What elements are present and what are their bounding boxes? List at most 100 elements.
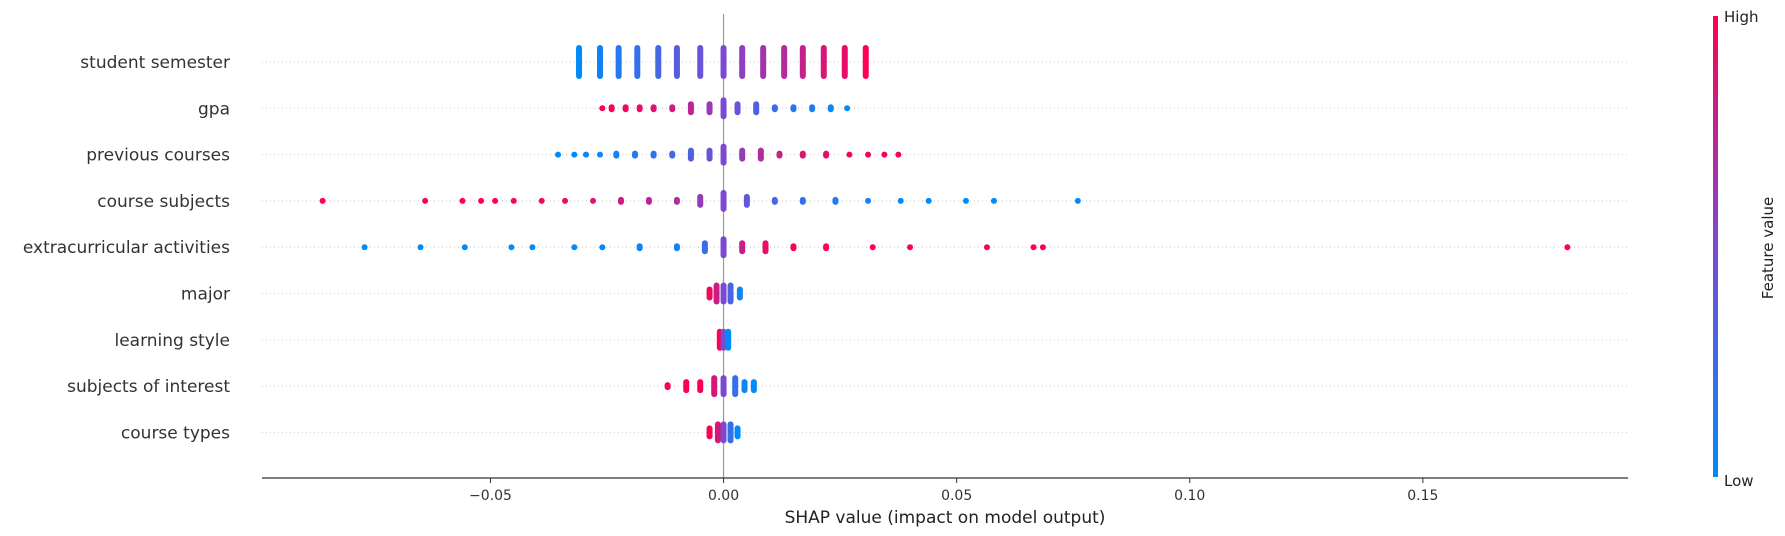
shap-point-major-0 <box>706 286 713 301</box>
shap-point-course-types-3 <box>727 421 734 444</box>
feature-label-course-subjects: course subjects <box>97 192 230 212</box>
x-tick-label-3: 0.10 <box>1174 488 1205 504</box>
shap-point-previous-courses-7 <box>669 150 676 159</box>
shap-point-previous-courses-0 <box>555 151 562 158</box>
shap-point-subjects-of-interest-7 <box>750 379 757 394</box>
shap-point-gpa-0 <box>599 105 606 112</box>
shap-point-course-subjects-15 <box>771 196 778 205</box>
shap-point-gpa-3 <box>636 104 643 113</box>
shap-point-course-types-2 <box>720 421 727 444</box>
shap-point-extracurricular-activities-8 <box>673 243 680 252</box>
shap-point-major-2 <box>720 282 727 305</box>
shap-point-subjects-of-interest-2 <box>697 379 704 394</box>
colorbar <box>1713 16 1718 477</box>
colorbar-high-label: High <box>1724 8 1758 26</box>
shap-point-extracurricular-activities-2 <box>461 244 468 251</box>
shap-point-student-semester-6 <box>697 45 704 79</box>
feature-label-gpa: gpa <box>198 99 230 119</box>
x-axis-title: SHAP value (impact on model output) <box>785 508 1106 528</box>
shap-point-previous-courses-16 <box>846 151 853 158</box>
feature-label-learning-style: learning style <box>114 331 230 351</box>
x-tick-label-2: 0.05 <box>941 488 972 504</box>
shap-point-student-semester-7 <box>720 45 727 79</box>
shap-point-previous-courses-15 <box>823 150 830 159</box>
shap-point-course-subjects-19 <box>897 197 904 204</box>
shap-point-previous-courses-12 <box>757 147 764 162</box>
feature-label-major: major <box>181 285 230 305</box>
x-tick-label-4: 0.15 <box>1407 488 1438 504</box>
feature-points-student-semester <box>576 45 869 79</box>
shap-point-extracurricular-activities-12 <box>762 240 769 255</box>
shap-point-extracurricular-activities-14 <box>823 243 830 252</box>
shap-point-course-subjects-12 <box>697 193 704 208</box>
shap-point-student-semester-12 <box>820 45 827 79</box>
shap-point-course-subjects-9 <box>617 196 624 205</box>
shap-point-extracurricular-activities-4 <box>529 244 536 251</box>
shap-point-subjects-of-interest-0 <box>664 382 671 391</box>
shap-point-previous-courses-10 <box>720 143 727 166</box>
shap-point-course-subjects-1 <box>422 197 429 204</box>
x-axis-ticks: −0.05 0.00 0.05 0.10 0.15 <box>469 478 1438 504</box>
shap-point-gpa-5 <box>669 104 676 113</box>
shap-point-course-subjects-3 <box>478 197 485 204</box>
shap-point-gpa-2 <box>622 104 629 113</box>
feature-label-course-types: course types <box>121 423 230 443</box>
shap-point-extracurricular-activities-16 <box>907 244 914 251</box>
shap-point-previous-courses-14 <box>799 150 806 159</box>
feature-points-subjects-of-interest <box>664 375 757 398</box>
shap-point-extracurricular-activities-18 <box>1030 244 1037 251</box>
shap-point-gpa-7 <box>706 101 713 116</box>
shap-point-extracurricular-activities-6 <box>599 244 606 251</box>
shap-point-course-subjects-2 <box>459 197 466 204</box>
shap-point-student-semester-2 <box>615 45 622 79</box>
shap-point-course-subjects-4 <box>492 197 499 204</box>
shap-point-extracurricular-activities-13 <box>790 243 797 252</box>
shap-point-subjects-of-interest-3 <box>711 375 718 398</box>
shap-point-course-subjects-6 <box>538 197 545 204</box>
shap-point-extracurricular-activities-20 <box>1564 244 1571 251</box>
shap-point-course-subjects-18 <box>865 197 872 204</box>
shap-point-extracurricular-activities-9 <box>701 240 708 255</box>
shap-point-course-types-1 <box>714 421 721 444</box>
feature-label-subjects-of-interest: subjects of interest <box>67 377 230 397</box>
shap-point-major-1 <box>713 282 720 305</box>
shap-point-extracurricular-activities-3 <box>508 244 515 251</box>
shap-point-gpa-4 <box>650 104 657 113</box>
shap-point-course-subjects-8 <box>590 197 597 204</box>
shap-point-gpa-14 <box>827 104 834 113</box>
shap-point-subjects-of-interest-4 <box>720 375 727 398</box>
shap-point-gpa-1 <box>608 104 615 113</box>
shap-point-gpa-8 <box>720 97 727 120</box>
shap-point-extracurricular-activities-17 <box>983 244 990 251</box>
shap-point-extracurricular-activities-15 <box>869 244 876 251</box>
shap-point-gpa-11 <box>771 104 778 113</box>
shap-point-previous-courses-2 <box>583 151 590 158</box>
shap-point-course-subjects-11 <box>673 196 680 205</box>
shap-point-previous-courses-3 <box>597 151 604 158</box>
shap-point-extracurricular-activities-5 <box>571 244 578 251</box>
shap-point-course-subjects-20 <box>925 197 932 204</box>
shap-point-course-subjects-17 <box>832 196 839 205</box>
shap-point-course-subjects-10 <box>645 196 652 205</box>
shap-point-gpa-15 <box>844 105 851 112</box>
colorbar-title: Feature value <box>1759 197 1777 299</box>
shap-point-gpa-13 <box>809 104 816 113</box>
shap-point-previous-courses-6 <box>650 150 657 159</box>
shap-point-student-semester-11 <box>799 45 806 79</box>
shap-point-major-4 <box>736 286 743 301</box>
shap-point-course-subjects-5 <box>510 197 517 204</box>
shap-point-student-semester-10 <box>781 45 788 79</box>
shap-point-previous-courses-13 <box>776 150 783 159</box>
shap-point-gpa-9 <box>734 101 741 116</box>
shap-point-previous-courses-19 <box>895 151 902 158</box>
shap-point-student-semester-8 <box>739 45 746 79</box>
shap-point-extracurricular-activities-7 <box>636 243 643 252</box>
shap-point-major-3 <box>727 282 734 305</box>
feature-points-extracurricular-activities <box>361 236 1571 259</box>
shap-point-previous-courses-18 <box>881 151 888 158</box>
shap-point-previous-courses-17 <box>865 151 872 158</box>
shap-point-course-types-0 <box>706 425 713 440</box>
shap-point-course-subjects-13 <box>720 189 727 212</box>
shap-point-student-semester-9 <box>760 45 767 79</box>
